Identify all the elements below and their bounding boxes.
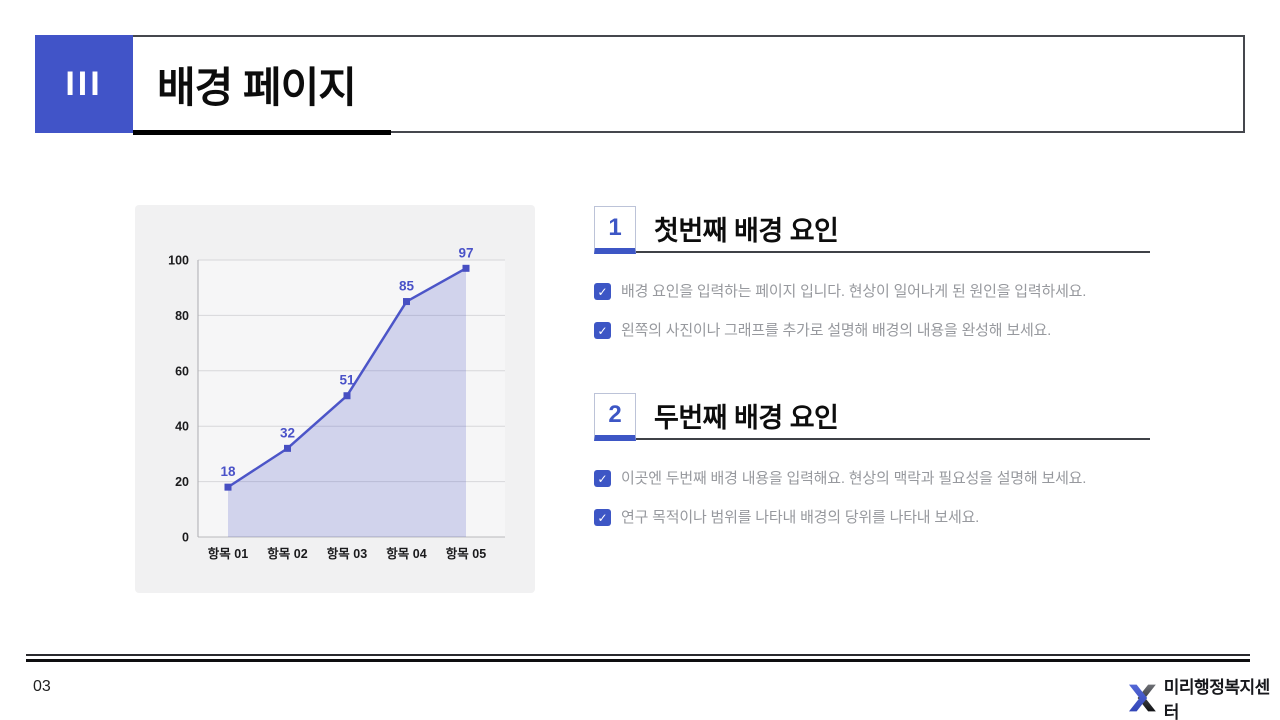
svg-text:97: 97 (458, 245, 473, 260)
bullet-item: ✓ 왼쪽의 사진이나 그래프를 추가로 설명해 배경의 내용을 완성해 보세요. (594, 322, 1051, 340)
bullet-text: 이곳엔 두번째 배경 내용을 입력해요. 현상의 맥락과 필요성을 설명해 보세… (621, 470, 1087, 487)
brand-name: 미리행정복지센터 (1163, 678, 1270, 720)
section-divider (636, 438, 1150, 440)
svg-text:항목 04: 항목 04 (386, 546, 426, 561)
svg-text:항목 02: 항목 02 (267, 546, 307, 561)
check-icon: ✓ (594, 283, 611, 300)
section-title: 첫번째 배경 요인 (654, 215, 839, 246)
brand-x-icon (1128, 684, 1156, 712)
svg-text:항목 01: 항목 01 (208, 546, 248, 561)
svg-text:85: 85 (399, 279, 415, 294)
svg-text:항목 03: 항목 03 (327, 546, 367, 561)
section-number-badge: 1 (594, 206, 636, 254)
svg-text:32: 32 (280, 425, 295, 440)
section-divider (636, 251, 1150, 253)
svg-text:항목 05: 항목 05 (446, 546, 486, 561)
footer-divider-thin (26, 654, 1250, 656)
chart-panel: 0 20 40 60 80 100 18 32 51 85 97 항목 01 항목 02 항목 03 항목 … (135, 205, 535, 593)
bullet-text: 연구 목적이나 범위를 나타내 배경의 당위를 나타내 보세요. (621, 509, 980, 526)
title-underline (133, 130, 391, 135)
svg-text:40: 40 (175, 420, 189, 434)
slide-header: III 배경 페이지 (35, 35, 1245, 135)
section-number-box: III (35, 35, 133, 133)
bullet-item: ✓ 이곳엔 두번째 배경 내용을 입력해요. 현상의 맥락과 필요성을 설명해 … (594, 470, 1086, 488)
footer-divider-thick (26, 659, 1250, 662)
check-icon: ✓ (594, 509, 611, 526)
bullet-text: 배경 요인을 입력하는 페이지 입니다. 현상이 일어나게 된 원인을 입력하세… (621, 283, 1087, 300)
section-number-roman: III (65, 64, 103, 103)
svg-text:80: 80 (175, 309, 189, 323)
bullet-item: ✓ 배경 요인을 입력하는 페이지 입니다. 현상이 일어나게 된 원인을 입력… (594, 283, 1086, 301)
section-header: 2 두번째 배경 요인 (594, 393, 1150, 441)
svg-text:20: 20 (175, 475, 189, 489)
svg-text:18: 18 (220, 464, 236, 479)
svg-text:51: 51 (339, 373, 355, 388)
bullet-text: 왼쪽의 사진이나 그래프를 추가로 설명해 배경의 내용을 완성해 보세요. (621, 322, 1052, 339)
svg-text:100: 100 (168, 254, 189, 268)
section-first-background-factor: 1 첫번째 배경 요인 ✓ 배경 요인을 입력하는 페이지 입니다. 현상이 일… (594, 206, 1150, 386)
section-header: 1 첫번째 배경 요인 (594, 206, 1150, 254)
area-chart-svg: 0 20 40 60 80 100 18 32 51 85 97 항목 01 항목 02 항목 03 항목 … (168, 245, 505, 561)
section-title: 두번째 배경 요인 (654, 402, 839, 433)
bullet-item: ✓ 연구 목적이나 범위를 나타내 배경의 당위를 나타내 보세요. (594, 509, 979, 527)
svg-text:60: 60 (175, 364, 189, 378)
check-icon: ✓ (594, 322, 611, 339)
check-icon: ✓ (594, 470, 611, 487)
svg-text:0: 0 (182, 531, 189, 545)
page-title: 배경 페이지 (157, 63, 357, 111)
page-number: 03 (33, 678, 51, 695)
brand-logo: 미리행정복지센터 (1128, 673, 1280, 720)
section-second-background-factor: 2 두번째 배경 요인 ✓ 이곳엔 두번째 배경 내용을 입력해요. 현상의 맥… (594, 393, 1150, 573)
section-number-badge: 2 (594, 393, 636, 441)
